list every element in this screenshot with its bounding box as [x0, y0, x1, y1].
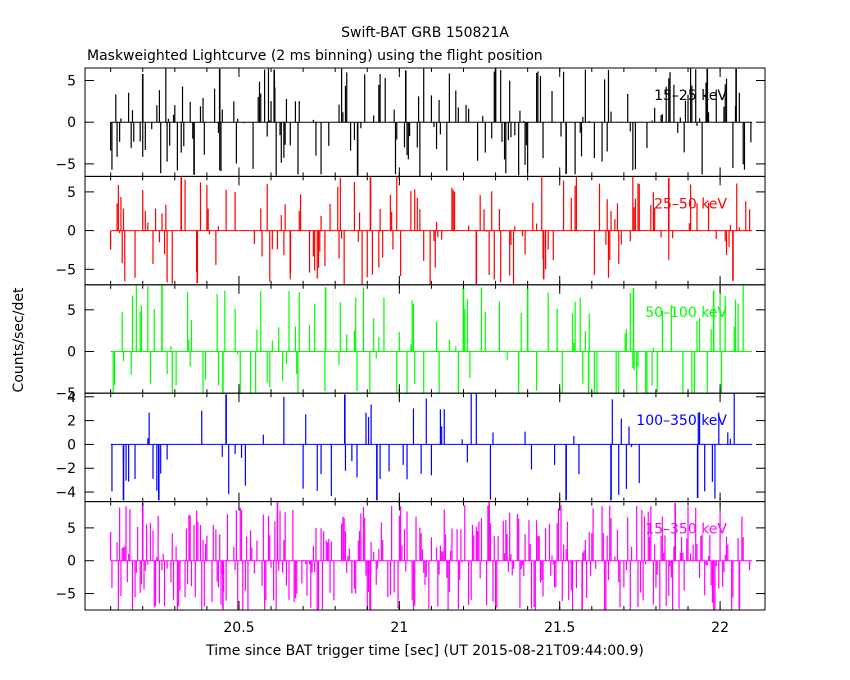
series-1 [110, 68, 753, 177]
panel-3: 5 0 −5 50–100 keV [55, 284, 766, 402]
y-tick-label: 5 [67, 74, 76, 90]
chart-subtitle: Maskweighted Lightcurve (2 ms binning) u… [87, 48, 543, 64]
band-label: 25–50 keV [654, 196, 727, 212]
series-4 [110, 393, 753, 501]
y-tick-label: 0 [67, 224, 76, 240]
x-axis-label: Time since BAT trigger time [sec] (UT 20… [205, 643, 644, 659]
x-tick-label: 22 [711, 620, 729, 636]
x-tick-label: 20.5 [223, 620, 254, 636]
panel-5: 5 0 −5 15–350 keV [55, 501, 766, 611]
x-tick-label: 21.5 [544, 620, 575, 636]
y-tick-label: 0 [67, 437, 76, 453]
y-axis-label: Counts/sec/det [11, 287, 27, 392]
y-tick-label: 5 [67, 185, 76, 201]
y-tick-label: 2 [67, 414, 76, 430]
y-tick-label: 0 [67, 345, 76, 361]
x-tick-label: 21 [390, 620, 408, 636]
y-tick-label: 5 [67, 303, 76, 319]
y-tick-label: 4 [67, 390, 76, 406]
y-tick-label: −4 [55, 485, 76, 501]
y-tick-label: −2 [55, 461, 76, 477]
x-tick-labels: 20.5 21 21.5 22 [223, 620, 729, 636]
band-label: 15–350 keV [645, 522, 727, 538]
y-tick-label: 0 [67, 115, 76, 131]
y-tick-label: −5 [55, 262, 76, 278]
panel-1: 5 0 −5 15–25 keV [55, 67, 766, 177]
y-tick-label: 5 [67, 521, 76, 537]
band-label: 15–25 keV [654, 88, 727, 104]
chart-title: Swift-BAT GRB 150821A [341, 25, 509, 41]
y-tick-label: −5 [55, 386, 76, 402]
y-tick-label: 0 [67, 554, 76, 570]
panels: 5 0 −5 15–25 keV 5 0 −5 25–50 keV 5 0 −5 50–100 keV… [55, 67, 766, 611]
panel-frame [84, 284, 766, 394]
band-label: 100–350 keV [636, 413, 727, 429]
band-label: 50–100 keV [645, 305, 727, 321]
series-3 [110, 284, 753, 394]
panel-4: 4 2 0 −2 −4 100–350 keV [55, 390, 766, 503]
panel-frame [84, 392, 766, 503]
series-5 [110, 502, 753, 611]
y-tick-label: −5 [55, 157, 76, 173]
y-tick-label: −5 [55, 587, 76, 603]
panel-2: 5 0 −5 25–50 keV [55, 175, 766, 286]
series-2 [110, 176, 753, 285]
panel-frame [84, 501, 766, 611]
